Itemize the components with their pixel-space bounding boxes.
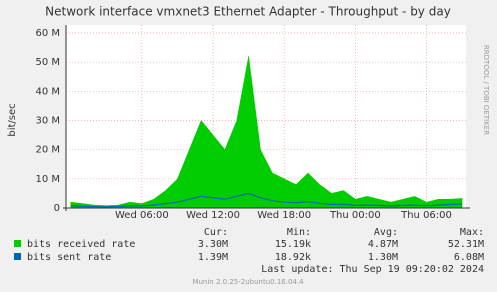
x-tick-label: Thu 06:00 — [400, 210, 452, 221]
legend-header: Avg: — [374, 227, 398, 238]
legend-header: Max: — [460, 227, 484, 238]
y-tick-label: 40 M — [35, 86, 60, 97]
y-tick-label: 60 M — [35, 28, 60, 39]
legend-label: bits sent rate — [27, 252, 111, 263]
legend-stat: 4.87M — [368, 239, 398, 250]
y-tick-label: 30 M — [35, 116, 60, 127]
legend-stat: 3.30M — [198, 239, 228, 250]
legend-swatch — [14, 253, 21, 260]
x-tick-label: Wed 06:00 — [115, 210, 169, 221]
x-tick-label: Wed 18:00 — [257, 210, 311, 221]
y-tick-label: 10 M — [35, 174, 60, 185]
legend-stat: 52.31M — [448, 239, 484, 250]
legend-header: Min: — [287, 227, 311, 238]
last-update: Last update: Thu Sep 19 09:20:02 2024 — [261, 264, 484, 275]
chart-title: Network interface vmxnet3 Ethernet Adapt… — [45, 5, 451, 19]
legend-stat: 1.39M — [198, 252, 228, 263]
legend-stat: 1.30M — [368, 252, 398, 263]
legend-stat: 18.92k — [275, 252, 311, 263]
line — [70, 192, 463, 208]
x-tick-label: Wed 12:00 — [186, 210, 240, 221]
area — [70, 56, 463, 209]
watermark: RRDTOOL / TOBI OETIKER — [482, 45, 490, 135]
footer: Munin 2.0.25-2ubuntu0.16.04.4 — [192, 278, 304, 286]
y-tick-label: 50 M — [35, 57, 60, 68]
legend-header: Cur: — [204, 227, 228, 238]
x-tick-label: Thu 00:00 — [329, 210, 381, 221]
y-tick-label: 20 M — [35, 145, 60, 156]
legend-label: bits received rate — [27, 239, 135, 250]
legend-stat: 15.19k — [275, 239, 311, 250]
legend-stat: 6.08M — [454, 252, 484, 263]
y-tick-label: 0 — [54, 203, 60, 214]
y-axis-label: bit/sec — [7, 103, 18, 136]
legend-swatch — [14, 240, 21, 247]
